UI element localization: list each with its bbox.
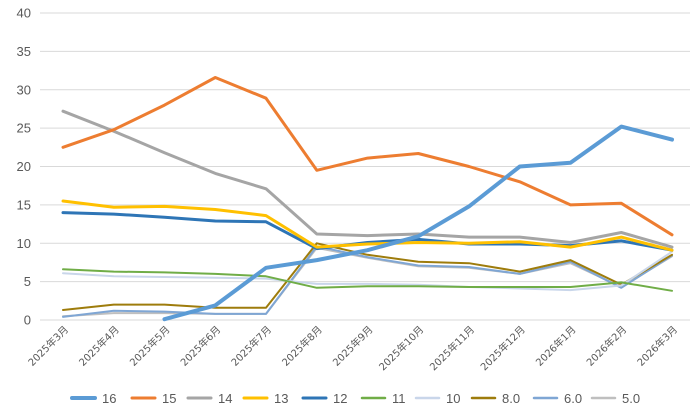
- legend-item-14[interactable]: 14: [186, 391, 232, 406]
- x-tick-label: 2025年3月: [25, 323, 71, 369]
- legend-label: 12: [333, 391, 347, 406]
- legend[interactable]: 16 15 14 13 12 11 10 8.0 6.0 5.0: [70, 391, 640, 406]
- y-tick-label: 10: [17, 236, 31, 251]
- y-tick-label: 20: [17, 159, 31, 174]
- y-tick-label: 25: [17, 121, 31, 136]
- legend-item-6-0[interactable]: 6.0: [532, 391, 582, 406]
- legend-label: 11: [392, 391, 406, 406]
- series-line-16: [162, 124, 674, 322]
- y-tick-label: 40: [17, 6, 31, 21]
- x-tick-label: 2025年5月: [127, 323, 173, 369]
- x-axis-ticks: 2025年3月 2025年4月 2025年5月 2025年6月 2025年7月 2025年…: [25, 323, 680, 373]
- x-tick-label: 2026年1月: [533, 323, 579, 369]
- x-tick-label: 2025年12月: [478, 323, 528, 373]
- x-tick-label: 2025年10月: [376, 323, 426, 373]
- x-tick-label: 2026年3月: [634, 323, 680, 369]
- x-tick-label: 2025年9月: [330, 323, 376, 369]
- legend-label: 16: [102, 391, 116, 406]
- series-line-15: [61, 76, 674, 237]
- series-lines: [61, 76, 674, 322]
- series-line-8-0: [62, 242, 673, 311]
- legend-item-10[interactable]: 10: [414, 391, 460, 406]
- legend-item-13[interactable]: 13: [242, 391, 288, 406]
- legend-label: 5.0: [622, 391, 640, 406]
- legend-label: 15: [162, 391, 176, 406]
- y-tick-label: 5: [24, 274, 31, 289]
- y-tick-label: 30: [17, 82, 31, 97]
- x-tick-label: 2025年6月: [178, 323, 224, 369]
- x-tick-label: 2026年2月: [584, 323, 630, 369]
- x-tick-label: 2025年11月: [427, 323, 477, 373]
- legend-item-8-0[interactable]: 8.0: [470, 391, 520, 406]
- series-line-13: [61, 199, 674, 252]
- legend-label: 6.0: [564, 391, 582, 406]
- legend-label: 8.0: [502, 391, 520, 406]
- legend-label: 13: [274, 391, 288, 406]
- gridlines: [40, 12, 690, 321]
- legend-label: 14: [218, 391, 232, 406]
- series-line-11: [62, 268, 673, 292]
- x-tick-label: 2025年7月: [228, 323, 274, 369]
- legend-item-15[interactable]: 15: [130, 391, 176, 406]
- legend-label: 10: [446, 391, 460, 406]
- y-tick-label: 15: [17, 197, 31, 212]
- y-tick-label: 35: [17, 44, 31, 59]
- y-tick-label: 0: [24, 313, 31, 328]
- x-tick-label: 2025年8月: [279, 323, 325, 369]
- legend-item-5-0[interactable]: 5.0: [590, 391, 640, 406]
- series-line-6-0: [62, 245, 673, 318]
- series-line-10: [62, 250, 673, 292]
- legend-item-11[interactable]: 11: [360, 391, 406, 406]
- y-axis-ticks: 0 5 10 15 20 25 30 35 40: [17, 6, 31, 328]
- legend-item-16[interactable]: 16: [70, 391, 116, 406]
- series-line-14: [61, 109, 674, 249]
- legend-item-12[interactable]: 12: [301, 391, 347, 406]
- x-tick-label: 2025年4月: [76, 323, 122, 369]
